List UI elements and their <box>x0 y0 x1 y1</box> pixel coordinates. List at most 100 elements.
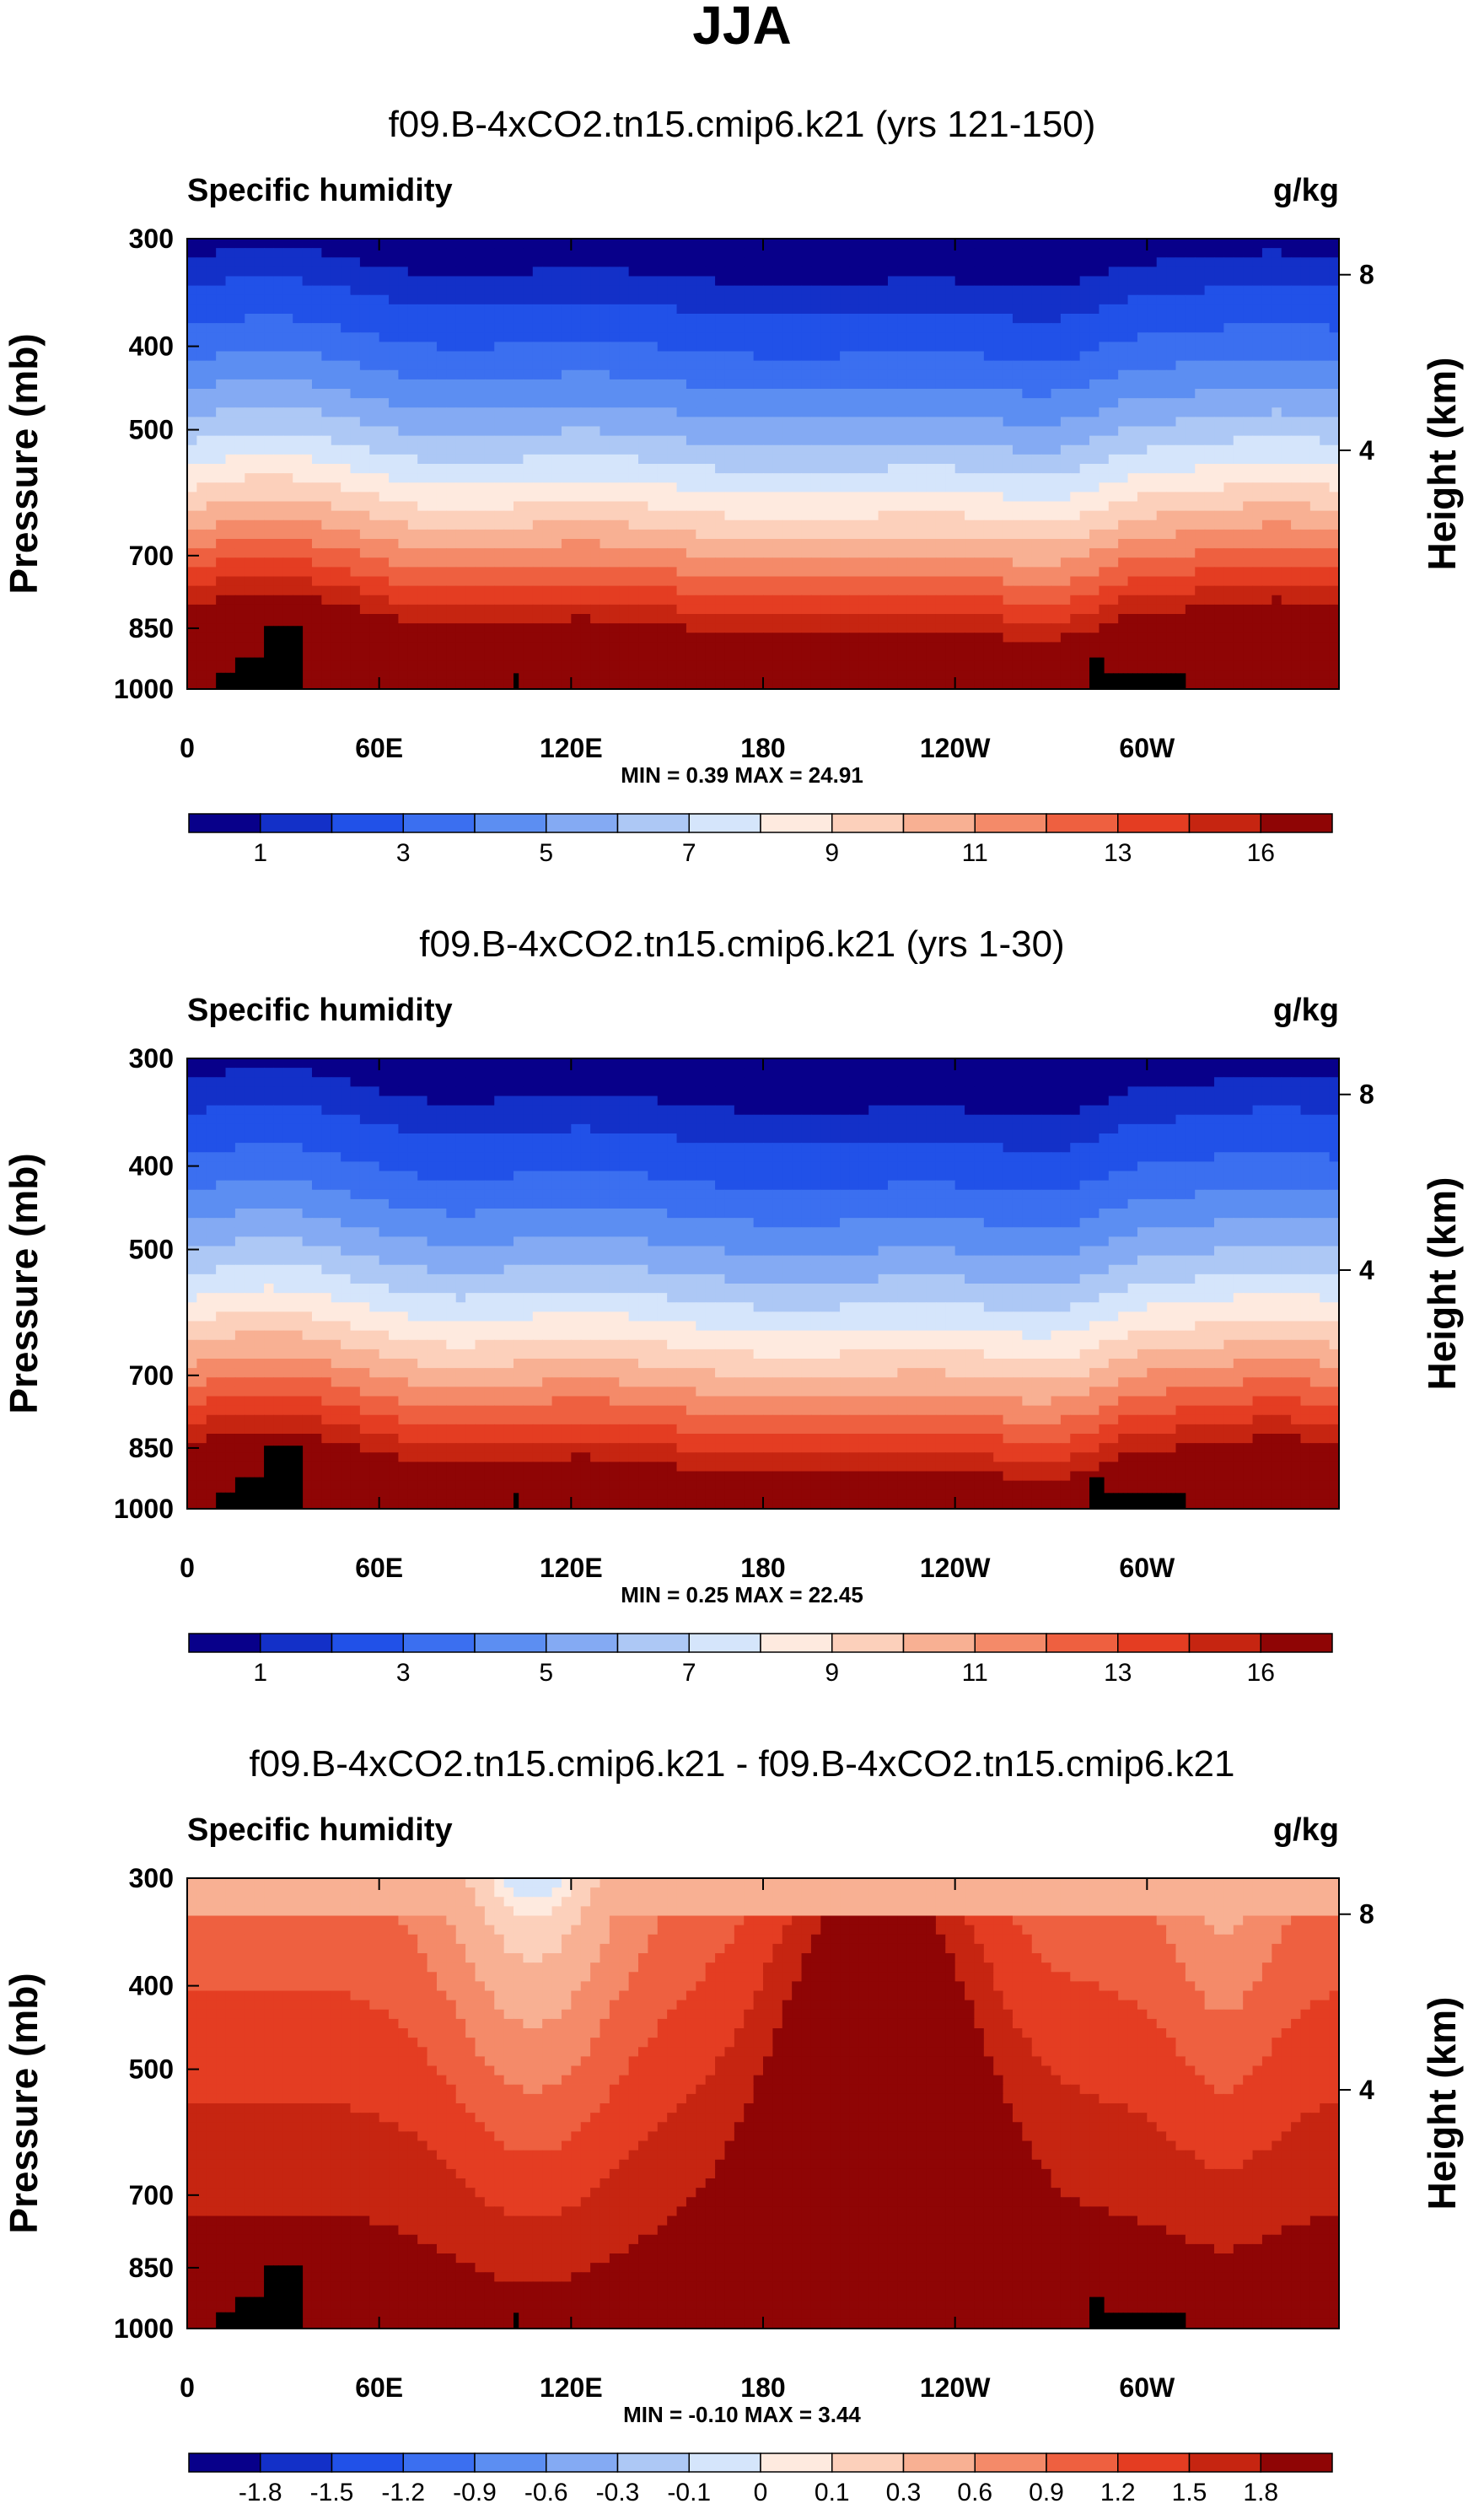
heatmap-cell <box>513 369 524 380</box>
heatmap-cell <box>1012 510 1023 521</box>
heatmap-cell <box>331 267 341 277</box>
heatmap-cell <box>561 276 572 287</box>
heatmap-cell <box>321 379 332 390</box>
heatmap-cell <box>1022 426 1033 437</box>
heatmap-cell <box>1195 585 1206 596</box>
heatmap-cell <box>1070 614 1081 624</box>
heatmap-cell <box>590 426 601 437</box>
heatmap-cell <box>1108 576 1119 587</box>
heatmap-cell <box>398 276 409 287</box>
heatmap-cell <box>1204 576 1215 587</box>
heatmap-cell <box>974 239 985 249</box>
heatmap-cell <box>810 426 821 437</box>
heatmap-cell <box>542 342 553 353</box>
heatmap-cell <box>1309 248 1320 258</box>
heatmap-cell <box>1195 239 1206 249</box>
heatmap-cell <box>1233 342 1244 353</box>
heatmap-cell <box>254 407 265 417</box>
heatmap-cell <box>801 257 812 267</box>
heatmap-cell <box>628 323 639 333</box>
heatmap-cell <box>1281 576 1292 587</box>
heatmap-cell <box>820 510 831 521</box>
heatmap-cell <box>1147 454 1158 465</box>
heatmap-cell <box>734 454 745 465</box>
heatmap-cell <box>810 342 821 353</box>
heatmap-cell <box>1041 276 1052 287</box>
heatmap-cell <box>398 435 409 446</box>
heatmap-cell <box>1166 482 1177 493</box>
heatmap-cell <box>830 501 841 512</box>
heatmap-cell <box>350 444 361 455</box>
heatmap-cell <box>1243 557 1254 568</box>
heatmap-cell <box>475 248 486 258</box>
heatmap-cell <box>379 257 390 267</box>
heatmap-cell <box>1118 239 1129 249</box>
heatmap-cell <box>801 369 812 380</box>
heatmap-cell <box>1261 239 1272 249</box>
heatmap-cell <box>1060 314 1071 324</box>
heatmap-cell <box>1127 351 1138 362</box>
heatmap-cell <box>744 473 755 483</box>
heatmap-cell <box>1272 351 1282 362</box>
heatmap-cell <box>196 585 207 596</box>
heatmap-cell <box>686 257 696 267</box>
heatmap-cell <box>407 444 418 455</box>
heatmap-cell <box>206 595 217 606</box>
heatmap-cell <box>782 482 793 493</box>
heatmap-cell <box>744 389 755 399</box>
heatmap-cell <box>1320 585 1331 596</box>
heatmap-cell <box>1079 369 1090 380</box>
heatmap-cell <box>513 398 524 408</box>
heatmap-cell <box>475 304 486 315</box>
heatmap-cell <box>1243 482 1254 493</box>
heatmap-cell <box>792 257 803 267</box>
heatmap-cell <box>225 257 236 267</box>
heatmap-cell <box>513 257 524 267</box>
heatmap-cell <box>1166 379 1177 390</box>
heatmap-cell <box>887 604 898 615</box>
heatmap-cell <box>551 379 562 390</box>
heatmap-cell <box>1214 314 1224 324</box>
heatmap-cell <box>965 567 976 578</box>
heatmap-cell <box>945 444 956 455</box>
heatmap-cell <box>542 417 553 428</box>
heatmap-cell <box>1118 435 1129 446</box>
heatmap-cell <box>887 520 898 530</box>
heatmap-cell <box>657 482 668 493</box>
heatmap-cell <box>619 417 630 428</box>
heatmap-cell <box>600 464 610 474</box>
heatmap-cell <box>715 398 726 408</box>
heatmap-cell <box>1166 464 1177 474</box>
heatmap-cell <box>657 585 668 596</box>
heatmap-cell <box>369 407 380 417</box>
heatmap-cell <box>657 276 668 287</box>
heatmap-cell <box>1272 482 1282 493</box>
heatmap-cell <box>965 267 976 277</box>
heatmap-cell <box>1031 379 1042 390</box>
heatmap-cell <box>1261 604 1272 615</box>
heatmap-cell <box>321 257 332 267</box>
heatmap-cell <box>1147 398 1158 408</box>
heatmap-cell <box>1272 360 1282 371</box>
heatmap-cell <box>1329 267 1340 277</box>
heatmap-cell <box>638 454 648 465</box>
heatmap-cell <box>475 267 486 277</box>
heatmap-cell <box>321 567 332 578</box>
heatmap-cell <box>571 492 582 503</box>
heatmap-cell <box>455 501 466 512</box>
heatmap-cell <box>830 464 841 474</box>
heatmap-cell <box>724 323 735 333</box>
heatmap-cell <box>302 576 313 587</box>
heatmap-cell <box>1214 332 1224 342</box>
heatmap-cell <box>484 285 495 296</box>
heatmap-cell <box>868 464 879 474</box>
heatmap-cell <box>1137 239 1148 249</box>
heatmap-cell <box>935 267 946 277</box>
heatmap-cell <box>551 389 562 399</box>
heatmap-cell <box>753 548 764 558</box>
heatmap-cell <box>196 276 207 287</box>
heatmap-cell <box>196 520 207 530</box>
heatmap-cell <box>187 473 197 483</box>
heatmap-cell <box>1261 304 1272 315</box>
heatmap-cell <box>590 407 601 417</box>
